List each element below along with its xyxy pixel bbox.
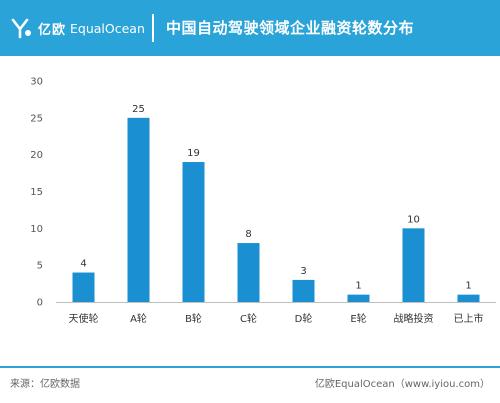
data-label: 3 <box>300 266 306 277</box>
bar <box>347 294 370 302</box>
data-label: 10 <box>407 214 420 225</box>
y-tick-label: 20 <box>30 150 43 161</box>
y-tick-label: 30 <box>30 77 43 88</box>
bar <box>182 162 205 302</box>
bar <box>127 117 150 302</box>
bar <box>72 272 95 302</box>
category-label: D轮 <box>295 312 313 325</box>
data-label: 19 <box>187 148 200 159</box>
data-label: 25 <box>132 104 145 115</box>
brand-logo: 亿欧 EqualOcean <box>10 15 145 41</box>
category-label: 战略投资 <box>394 312 434 325</box>
y-tick-label: 25 <box>30 113 43 124</box>
category-label: 天使轮 <box>69 312 99 325</box>
category-label: B轮 <box>185 312 202 325</box>
brand-name-cn: 亿欧 <box>38 22 67 38</box>
footer-divider <box>0 366 500 368</box>
bar <box>402 228 425 302</box>
bar <box>237 243 260 302</box>
category-label: A轮 <box>130 312 147 325</box>
bar <box>457 294 480 302</box>
data-label: 1 <box>355 281 361 292</box>
header-banner: 亿欧 EqualOcean 中国自动驾驶领域企业融资轮数分布 <box>0 0 500 56</box>
bar <box>292 279 315 302</box>
y-tick-label: 15 <box>30 187 43 198</box>
source-note: 来源：亿欧数据 <box>10 379 80 390</box>
category-label: 已上市 <box>454 312 484 325</box>
data-label: 4 <box>80 259 86 270</box>
data-label: 1 <box>465 281 471 292</box>
site-credit: 亿欧EqualOcean（www.iyiou.com） <box>314 379 490 390</box>
y-tick-label: 5 <box>37 261 43 272</box>
header-divider <box>152 14 154 42</box>
brand-name-en: EqualOcean <box>70 20 145 36</box>
bar-chart: 0 5 10 15 20 25 30 4 天使轮 25 A轮 19 B轮 8 C轮 3 D轮 1 E轮 10 战略投资… <box>30 77 496 325</box>
data-label: 8 <box>245 229 251 240</box>
category-label: C轮 <box>240 312 257 325</box>
chart-title: 中国自动驾驶领域企业融资轮数分布 <box>166 19 415 37</box>
equalocean-logo-icon <box>11 18 31 39</box>
y-tick-label: 10 <box>30 224 43 235</box>
category-label: E轮 <box>350 312 366 325</box>
y-tick-label: 0 <box>37 298 43 309</box>
